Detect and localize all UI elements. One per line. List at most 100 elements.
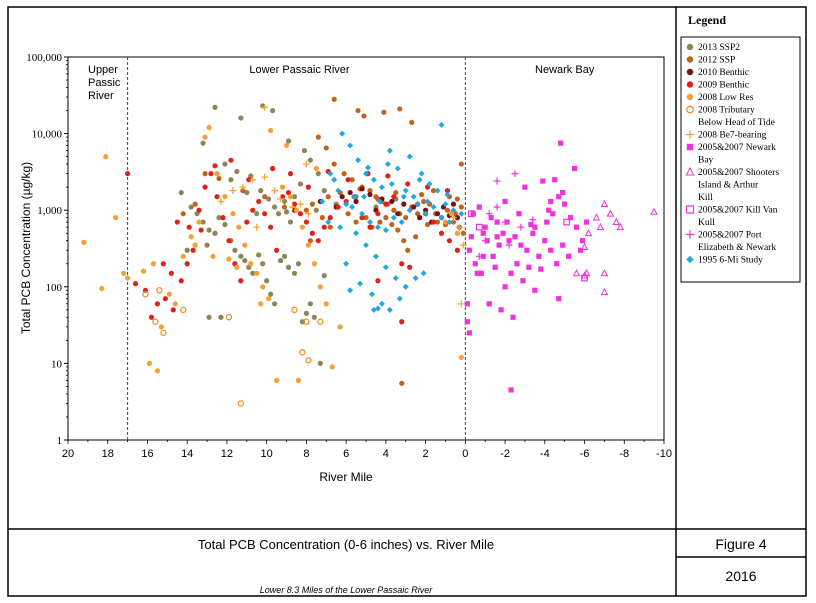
data-point (532, 224, 538, 230)
data-point (277, 257, 284, 264)
data-point (391, 207, 397, 213)
data-point (430, 204, 437, 211)
data-point (359, 215, 365, 221)
data-point (502, 284, 508, 290)
y-tick-label: 1,000 (37, 205, 62, 217)
data-point (351, 193, 358, 200)
data-point (353, 230, 360, 237)
y-axis-label: Total PCB Concentration (µg/kg) (19, 162, 33, 334)
data-point (481, 237, 489, 245)
data-point (335, 187, 342, 194)
data-point (272, 204, 278, 210)
data-point (374, 305, 381, 312)
data-point (526, 264, 532, 270)
data-point (398, 219, 405, 226)
data-point (446, 219, 453, 226)
legend-label-line: 2013 SSP2 (698, 43, 740, 53)
data-point (331, 96, 337, 102)
data-point (303, 160, 310, 168)
data-point (260, 284, 266, 290)
legend-label-line: Bay (698, 156, 714, 166)
data-point (331, 161, 337, 167)
data-point (180, 253, 186, 259)
data-point (228, 177, 234, 183)
data-point (496, 242, 502, 248)
data-point (335, 204, 341, 210)
legend-item-2008-low-res: 2008 Low Res (686, 93, 754, 103)
data-point (512, 234, 518, 240)
data-point (514, 261, 520, 267)
data-point (505, 241, 513, 249)
data-point (248, 261, 254, 267)
data-point (297, 211, 304, 217)
region-boundaries (127, 57, 466, 440)
data-point (363, 242, 369, 249)
legend-item-1995-6-mi-study: 1995 6-Mi Study (686, 256, 763, 266)
data-point (562, 201, 568, 207)
data-point (367, 224, 373, 230)
data-point (287, 194, 294, 200)
legend-label-line: 2005&2007 Kill Van (698, 206, 778, 216)
data-point (198, 227, 204, 233)
data-point (250, 270, 256, 276)
series-2008-be7-bearing (217, 103, 467, 308)
legend-swatch (686, 255, 694, 264)
data-point (579, 238, 586, 244)
data-point (234, 264, 240, 270)
legend-label-line: Kill (698, 193, 713, 203)
data-point (238, 278, 244, 284)
data-point (572, 269, 581, 277)
legend-label-line: Island & Arthur (698, 181, 759, 191)
data-point (538, 266, 544, 272)
data-point (158, 324, 164, 330)
figure-label: Figure 4 (715, 536, 767, 552)
data-point (287, 171, 294, 177)
data-point (178, 278, 184, 284)
data-point (232, 247, 238, 253)
data-point (325, 194, 331, 200)
region-label-line: Passic (88, 77, 121, 89)
data-point (426, 180, 433, 187)
data-point (210, 253, 216, 259)
legend-items: 2013 SSP2 2012 SSP 2010 Benthic 2009 Benthi… (685, 43, 779, 266)
data-point (399, 380, 405, 386)
data-point (258, 188, 264, 194)
data-point (385, 173, 391, 179)
data-point (516, 211, 522, 217)
data-point (383, 201, 389, 207)
data-point (274, 377, 280, 383)
data-point (412, 275, 419, 282)
data-point (307, 301, 313, 307)
data-point (262, 194, 268, 200)
data-point (494, 219, 500, 225)
data-point (548, 198, 554, 205)
chart-caption: Total PCB Concentration (0-6 inches) vs.… (198, 537, 494, 552)
data-point (444, 188, 451, 194)
data-point (162, 296, 168, 302)
data-point (188, 204, 194, 210)
data-point (339, 194, 345, 200)
data-point (400, 193, 407, 200)
region-label-lower-passaic-river: Lower Passaic River (249, 64, 350, 76)
data-point (612, 217, 621, 225)
data-point (395, 211, 401, 217)
data-point (305, 242, 311, 248)
data-point (317, 284, 323, 290)
legend-swatch (685, 230, 695, 239)
data-point (229, 187, 237, 195)
legend-item-below-head-of-tide: Below Head of Tide (698, 117, 775, 128)
data-point (249, 176, 257, 184)
data-point (347, 142, 354, 149)
data-point (343, 260, 350, 267)
data-point (277, 195, 284, 203)
data-point (347, 287, 354, 294)
data-point (405, 181, 411, 187)
data-point (454, 230, 460, 236)
data-point (303, 310, 309, 316)
data-point (291, 201, 298, 207)
data-point (256, 198, 262, 205)
data-point (327, 215, 333, 221)
data-point (409, 119, 415, 126)
